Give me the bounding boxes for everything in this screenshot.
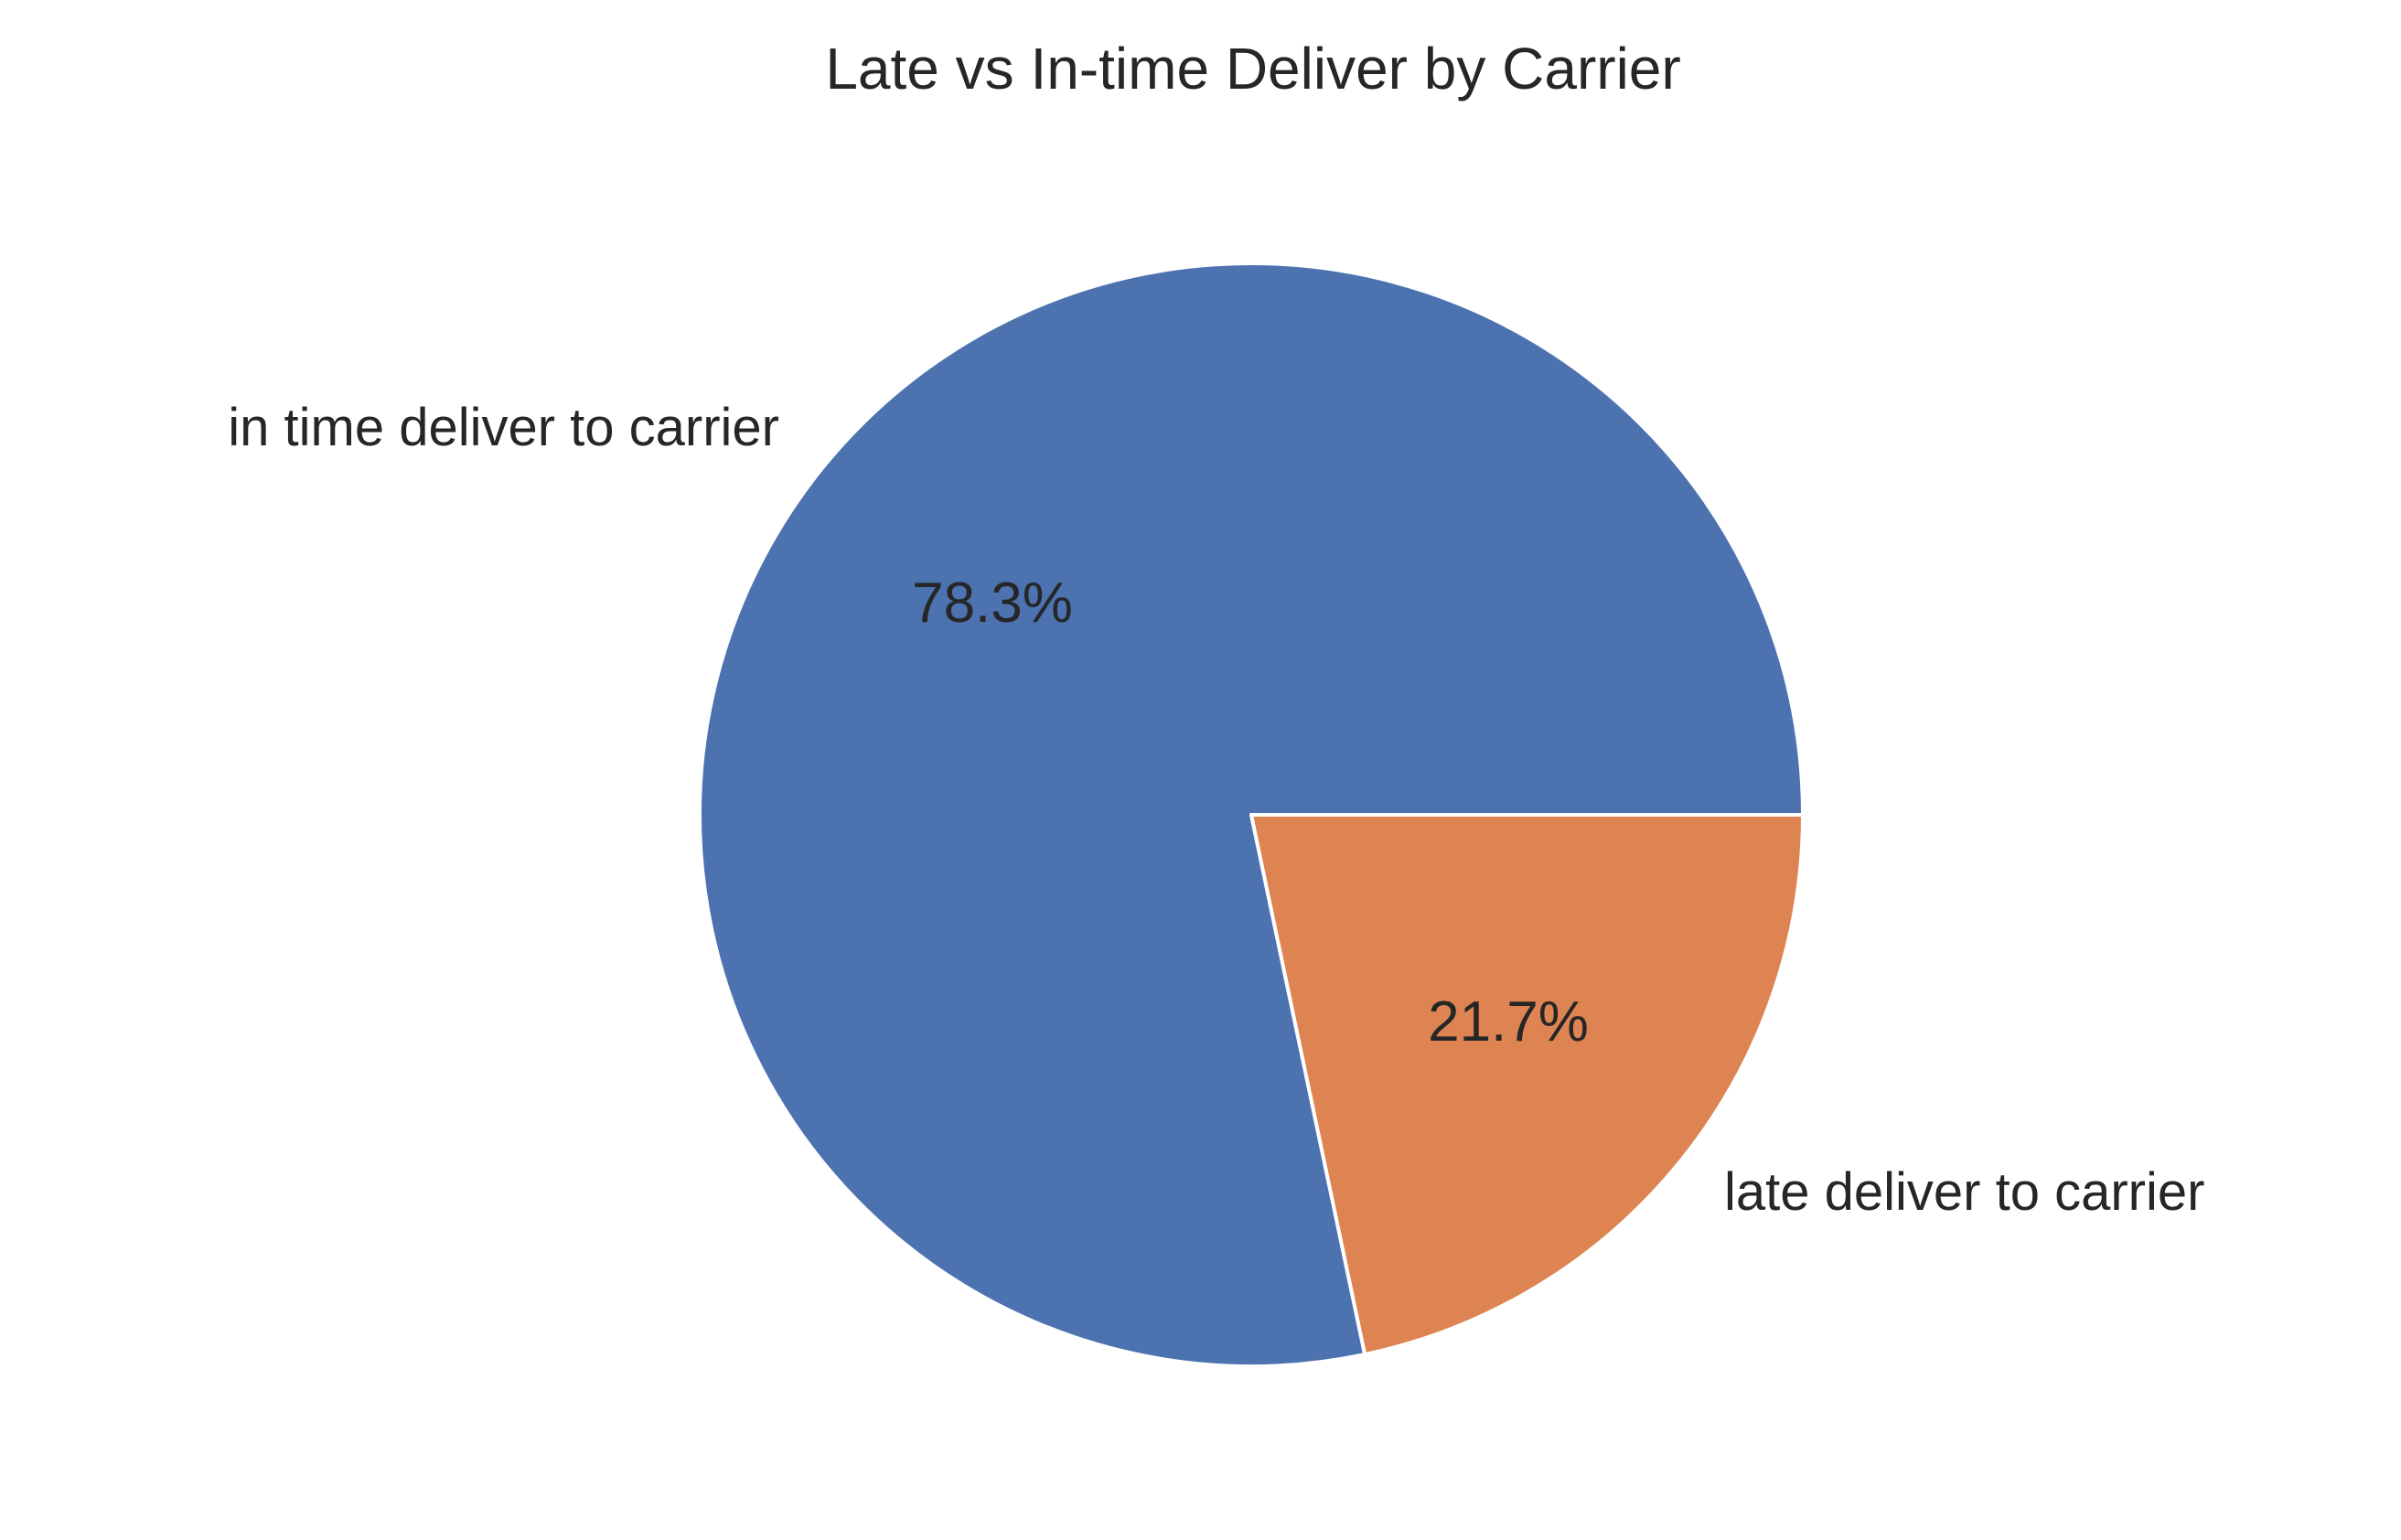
pct-label-late: 21.7%: [1428, 990, 1589, 1053]
slice-label-in-time: in time deliver to carrier: [228, 398, 779, 457]
pie-slice-late: [1249, 813, 1805, 1357]
slice-label-late: late deliver to carrier: [1724, 1162, 2204, 1222]
chart-title: Late vs In-time Deliver by Carrier: [825, 36, 1680, 102]
pie-slices: [698, 262, 1805, 1368]
pie-slice-in-time: [698, 262, 1805, 1368]
pct-label-in-time: 78.3%: [912, 572, 1073, 635]
